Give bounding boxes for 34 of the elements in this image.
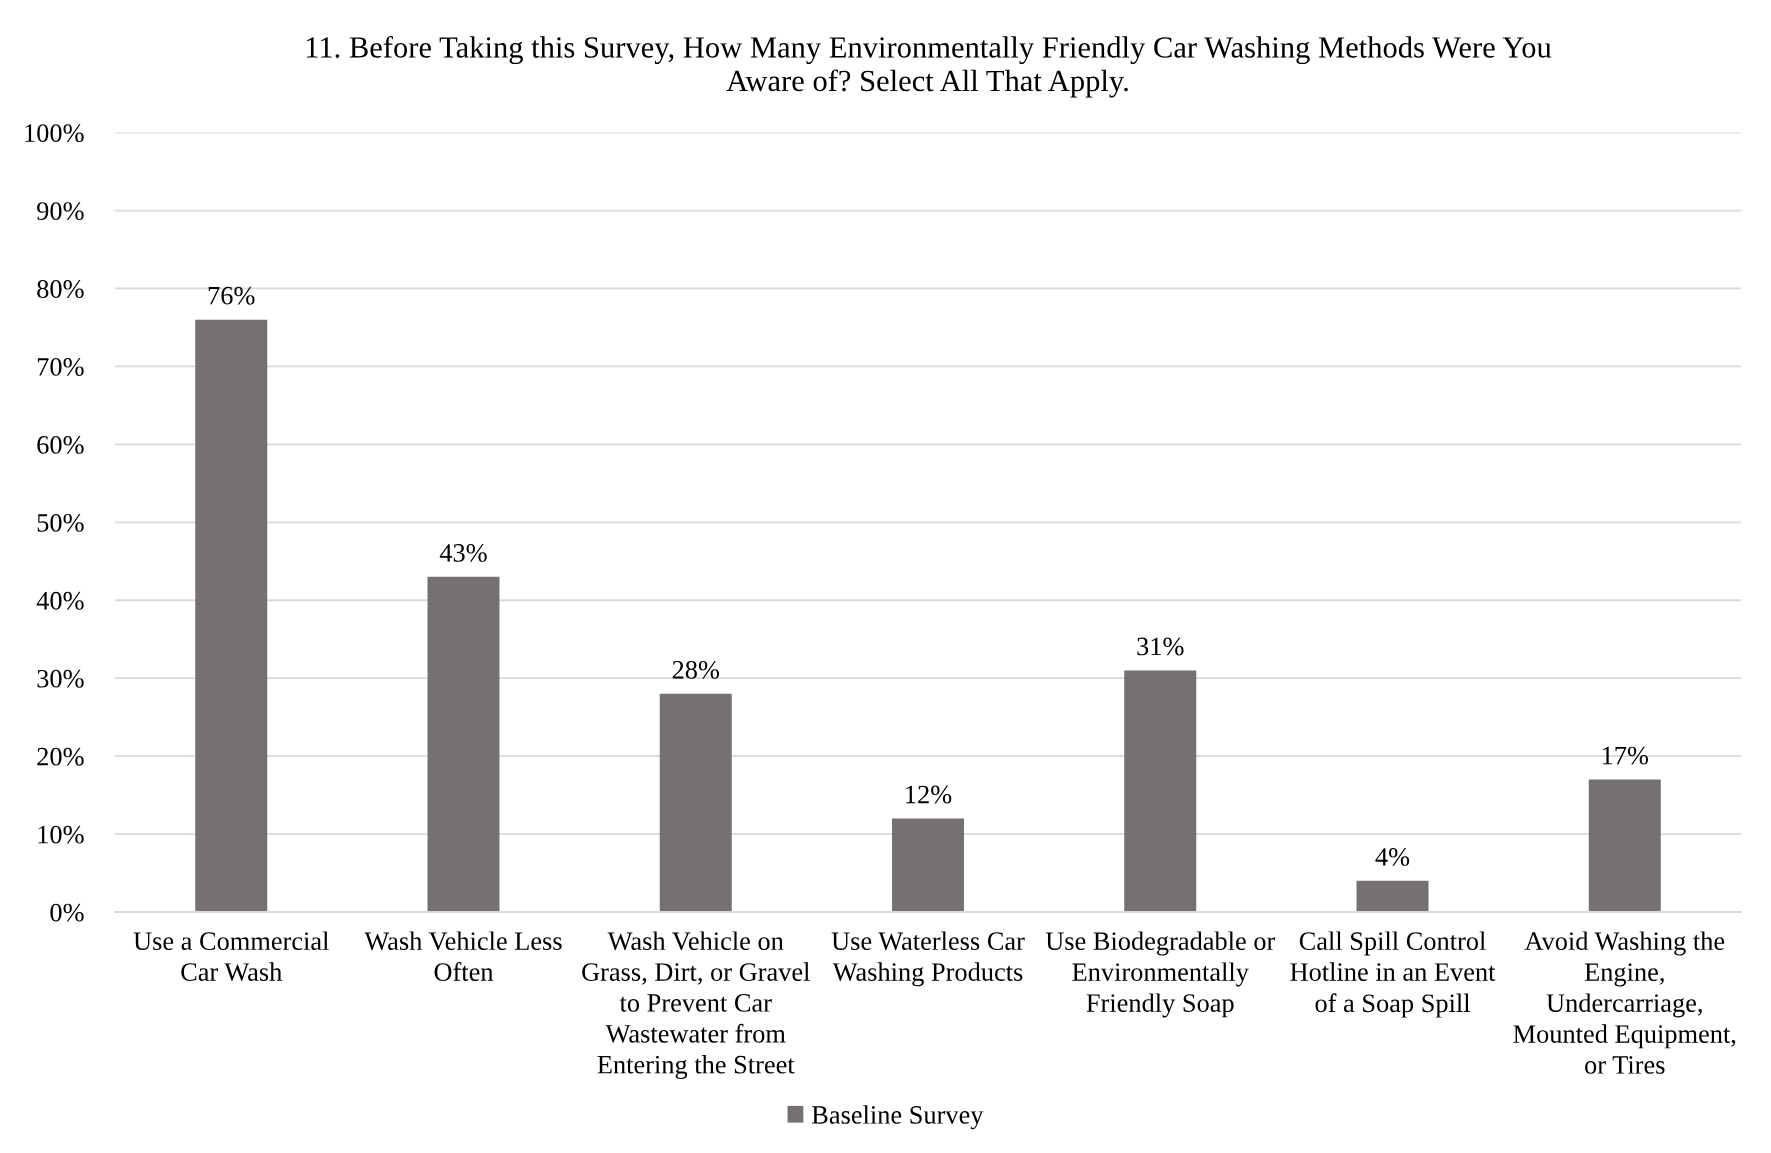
- bar: [1356, 880, 1429, 913]
- x-tick-label: Wash Vehicle Less Often: [364, 931, 562, 981]
- y-tick-label: 80%: [37, 280, 84, 298]
- x-tick-label: Use a Commercial Car Wash: [133, 931, 329, 982]
- y-tick-label: 100%: [25, 124, 84, 143]
- data-label: 17%: [1602, 746, 1649, 765]
- data-label: 12%: [906, 785, 952, 804]
- y-tick-label: 50%: [37, 513, 84, 532]
- y-tick-label: 0%: [50, 903, 84, 922]
- bar: [1588, 779, 1661, 913]
- data-label: 4%: [1375, 847, 1410, 866]
- bar: [659, 693, 732, 913]
- data-label: 43%: [439, 543, 487, 562]
- x-tick-label: Use Waterless Car Washing Products: [831, 931, 1025, 987]
- data-label: 31%: [1137, 637, 1184, 656]
- legend-label: Baseline Survey: [812, 1105, 984, 1130]
- y-tick-label: 20%: [37, 747, 84, 766]
- y-tick-label: 10%: [38, 825, 84, 844]
- y-tick-label: 70%: [37, 358, 84, 376]
- x-tick-label: Call Spill Control Hotline in an Event of a Soap Spill: [1290, 931, 1496, 1018]
- y-tick-label: 30%: [37, 669, 84, 688]
- bar: [427, 576, 500, 913]
- y-tick-label: 40%: [36, 591, 84, 610]
- chart-title: 11. Before Taking this Survey, How Many Environmentally Friendly Car Washing Methods Were You Aware of? Select All That Apply.: [306, 35, 1552, 98]
- bar: [195, 319, 268, 913]
- y-tick-label: 60%: [37, 435, 84, 454]
- bar: [892, 818, 964, 913]
- bar: [1124, 670, 1197, 913]
- x-tick-label: Wash Vehicle on Grass, Dirt, or Gravel to Prevent Car Wastewater from Entering the Street: [582, 931, 810, 1080]
- x-tick-label: Avoid Washing the Engine, Undercarriage, Mounted Equipment, or Tires: [1513, 931, 1736, 1074]
- x-tick-label: Use Biodegradable or Environmentally Friendly Soap: [1045, 931, 1276, 1018]
- data-label: 76%: [208, 286, 255, 305]
- data-label: 28%: [672, 660, 720, 679]
- y-tick-label: 90%: [37, 202, 84, 221]
